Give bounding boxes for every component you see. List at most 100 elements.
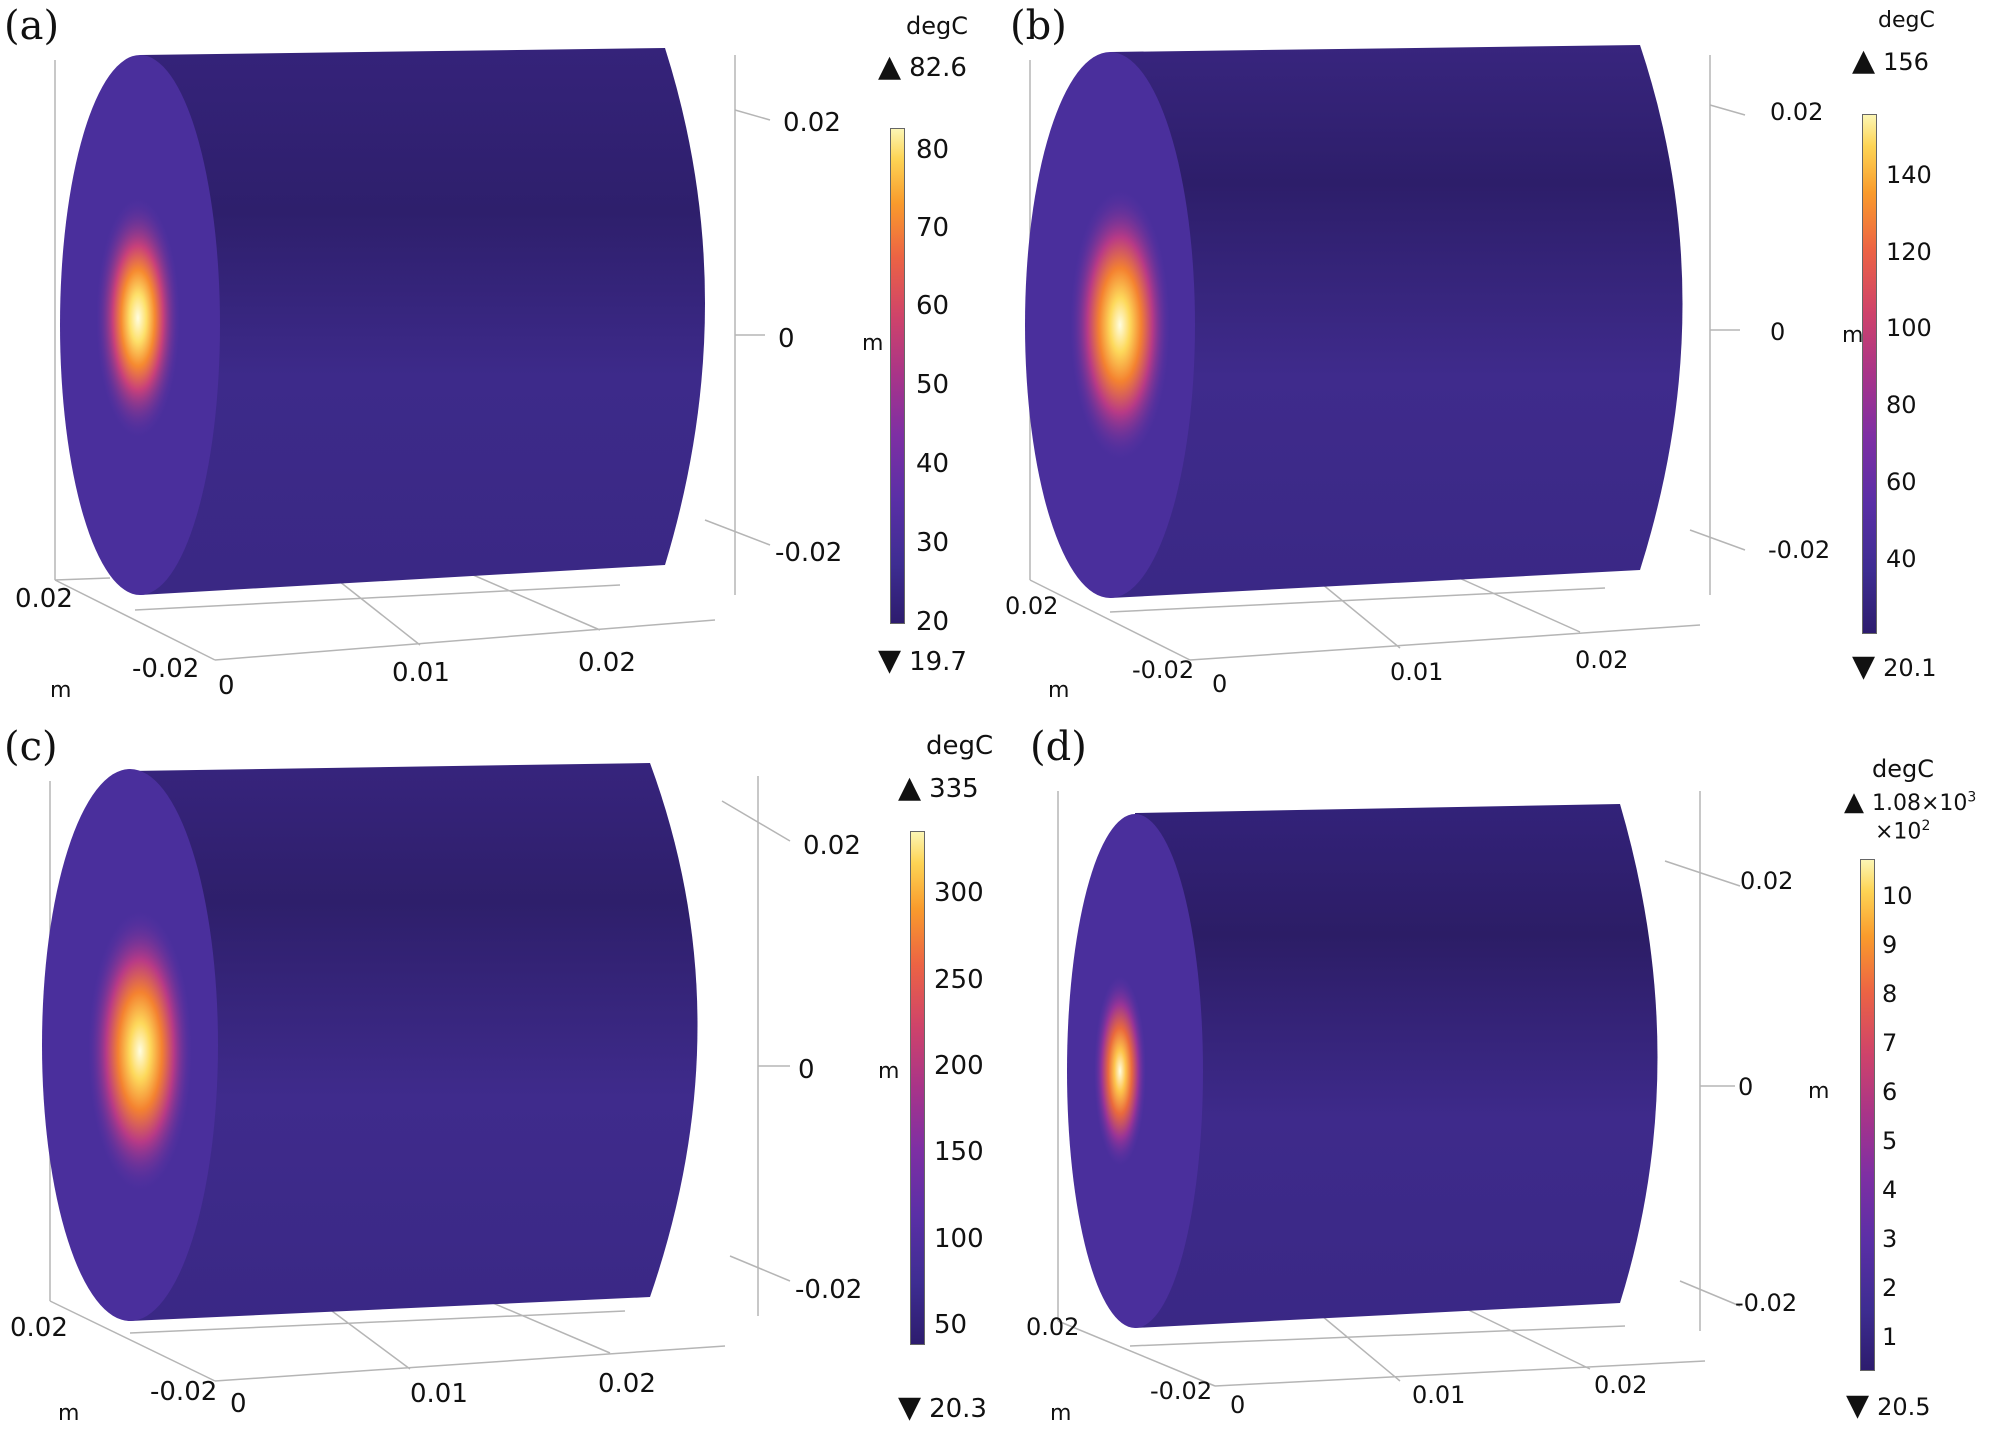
z-tick-bottom: -0.02 [1768,536,1831,564]
x-tick-2: 0.02 [1575,646,1629,674]
z-tick-top: 0.02 [1740,867,1794,895]
y-tick-right: -0.02 [150,1377,218,1407]
z-tick-bottom: -0.02 [775,538,843,568]
z-tick-bottom: -0.02 [795,1275,863,1305]
scale-exponent: 2 [1921,818,1931,834]
hotspot [1070,190,1170,460]
colorbar [1862,114,1877,634]
hotspot [96,198,180,438]
colorbar-tick: 9 [1882,931,1898,959]
colorbar-tick: 100 [934,1224,984,1254]
z-tick-bottom: -0.02 [1735,1289,1798,1317]
colorbar-tick: 20 [916,607,950,637]
z-tick-mid: 0 [778,324,795,354]
min-value: 20.5 [1877,1393,1931,1421]
colorbar-tick: 3 [1882,1225,1898,1253]
y-tick-left: 0.02 [10,1313,68,1343]
colorbar-tick: 60 [916,291,950,321]
colorbar [1860,859,1875,1371]
y-tick-right: -0.02 [132,654,200,684]
z-tick-top: 0.02 [783,108,841,138]
max-value: 156 [1883,48,1929,76]
colorbar-tick: 150 [934,1137,984,1167]
axis-frame [1029,55,1746,661]
colorbar-min: ▼ 19.7 [878,646,967,676]
y-tick-right: -0.02 [1132,656,1195,684]
x-tick-1: 0.01 [1412,1381,1466,1409]
colorbar-tick: 300 [934,878,984,908]
x-tick-1: 0.01 [1390,658,1444,686]
colorbar-tick: 2 [1882,1274,1898,1302]
panel-label: (c) [4,724,58,770]
colorbar-unit: degC [1872,755,1934,783]
cylinder-body [1135,804,1658,1328]
hotspot [88,911,192,1191]
panel-a: (a) 0.02 0 -0.02 0.02 -0.02 0 0.01 0.02 … [0,0,1000,721]
colorbar-tick: 100 [1886,314,1932,342]
x-tick-0: 0 [1230,1391,1246,1419]
x-tick-2: 0.02 [598,1369,656,1399]
colorbar-tick: 30 [916,528,950,558]
colorbar-tick: 8 [1882,980,1898,1008]
colorbar-max: ▲ 156 [1852,46,1929,76]
colorbar-tick: 140 [1886,161,1932,189]
colorbar [890,128,905,624]
y-tick-left: 0.02 [15,584,73,614]
y-tick-left: 0.02 [1005,592,1059,620]
colorbar-tick: 250 [934,965,984,995]
panel-b: (b) 0.02 0 -0.02 0.02 -0.02 0 0.01 0.02 … [1000,0,2000,721]
z-tick-top: 0.02 [1770,98,1824,126]
colorbar [910,831,925,1345]
axis-unit: m [1050,1401,1072,1426]
colorbar-unit: degC [1878,8,1935,33]
hotspot [1094,976,1146,1166]
panel-d: (d) 0.02 0 -0.02 0.02 -0.02 0 0.01 0.02 … [1000,721,2000,1442]
x-tick-2: 0.02 [1594,1371,1648,1399]
colorbar-tick: 80 [1886,391,1917,419]
axis-frame [54,55,771,661]
colorbar-tick: 1 [1882,1323,1898,1351]
max-triangle-icon: ▲ [1852,43,1876,78]
colorbar-scale-factor: ×102 [1875,819,1930,843]
x-tick-1: 0.01 [410,1379,468,1409]
colorbar-axis-label: m [1842,323,1864,348]
z-tick-mid: 0 [1738,1073,1754,1101]
colorbar-tick: 7 [1882,1029,1898,1057]
max-triangle-icon: ▲ [878,49,902,84]
z-tick-top: 0.02 [803,831,861,861]
panel-c: (c) 0.02 0 -0.02 0.02 -0.02 0 0.01 0.02 … [0,721,1000,1442]
min-triangle-icon: ▼ [898,1390,922,1425]
colorbar-unit: degC [906,12,968,40]
axis-unit: m [58,1401,80,1426]
panel-label: (a) [4,3,60,49]
colorbar-tick: 50 [934,1310,968,1340]
min-value: 20.1 [1883,654,1937,682]
z-tick-mid: 0 [1770,318,1786,346]
max-value: 335 [929,774,979,804]
colorbar-tick: 50 [916,370,950,400]
colorbar-min: ▼ 20.1 [1852,652,1937,682]
cylinder-body [130,763,698,1321]
z-tick-mid: 0 [798,1055,815,1085]
max-triangle-icon: ▲ [1844,787,1864,817]
colorbar-unit: degC [926,731,994,761]
colorbar-axis-label: m [862,331,884,356]
min-triangle-icon: ▼ [1846,1388,1870,1423]
colorbar-tick: 120 [1886,238,1932,266]
scale-base: ×10 [1875,819,1922,845]
colorbar-tick: 5 [1882,1127,1898,1155]
axis-unit: m [50,678,72,703]
colorbar-tick: 70 [916,213,950,243]
y-tick-right: -0.02 [1150,1377,1213,1405]
colorbar-tick: 80 [916,135,950,165]
colorbar-max: ▲ 1.08×103 [1844,789,1976,815]
colorbar-tick: 10 [1882,882,1913,910]
colorbar-tick: 60 [1886,468,1917,496]
cylinder-body [1110,45,1683,598]
colorbar-max: ▲ 82.6 [878,52,967,82]
max-exponent: 3 [1967,789,1977,806]
panel-d-plot [1057,791,1741,1387]
colorbar-tick: 40 [1886,545,1917,573]
x-tick-0: 0 [230,1389,247,1419]
max-value: 82.6 [909,53,967,83]
